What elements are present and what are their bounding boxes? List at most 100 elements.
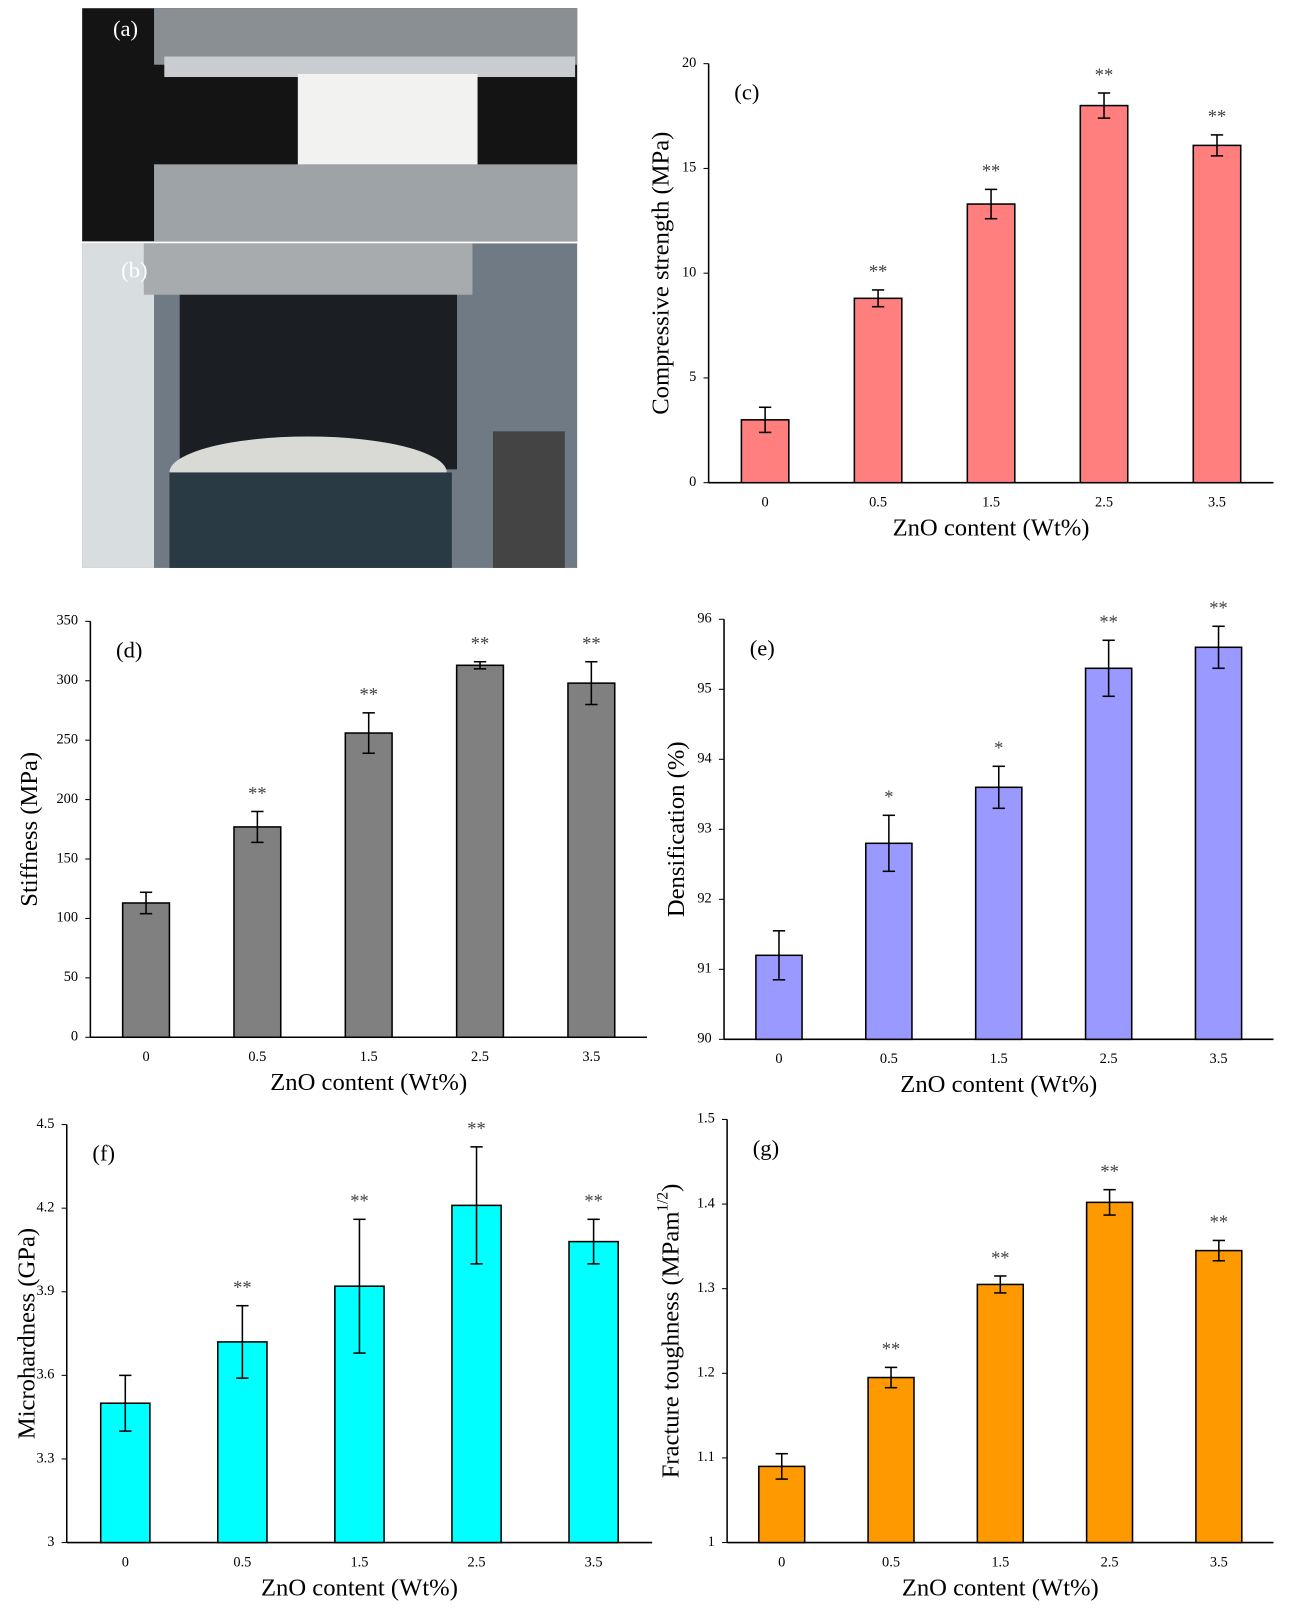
x-tick-label: 0.5 (248, 1049, 266, 1065)
bar (866, 843, 912, 1039)
y-axis-label-text: Microhardness (GPa) (13, 1228, 40, 1439)
figure: (a) (b) 0510152000.5**1.5**2.5**3.5**ZnO… (0, 0, 1294, 1610)
bar (1080, 106, 1127, 483)
y-axis-label-superscript: 1/2 (654, 1192, 671, 1212)
x-tick-label: 1.5 (990, 1051, 1008, 1067)
y-axis-label: Compressive strength (MPa) (647, 132, 674, 415)
panel-label: (g) (753, 1135, 779, 1160)
significance-label: * (994, 738, 1003, 758)
y-tick-label: 50 (64, 969, 78, 985)
y-tick-label: 1.4 (697, 1195, 715, 1211)
photo-label: (b) (121, 257, 147, 282)
x-tick-label: 2.5 (1095, 495, 1113, 511)
x-tick-label: 0.5 (880, 1051, 898, 1067)
y-tick-label: 1.3 (697, 1280, 715, 1296)
y-tick-label: 0 (71, 1029, 78, 1045)
x-axis-label: ZnO content (Wt%) (893, 515, 1090, 542)
x-tick-label: 1.5 (991, 1554, 1009, 1570)
y-tick-label: 350 (57, 613, 79, 629)
bar (1193, 145, 1240, 482)
bar (234, 827, 281, 1037)
significance-label: ** (471, 634, 489, 654)
y-tick-label: 95 (697, 681, 711, 697)
bar (568, 683, 615, 1037)
y-axis-label: Densification (%) (662, 741, 689, 917)
x-tick-label: 0 (778, 1554, 785, 1570)
x-tick-label: 1.5 (360, 1049, 378, 1065)
y-tick-label: 5 (689, 369, 696, 385)
y-tick-label: 96 (697, 611, 711, 627)
panel-label: (e) (750, 635, 775, 660)
x-tick-label: 1.5 (350, 1554, 368, 1570)
x-tick-label: 3.5 (582, 1049, 600, 1065)
y-tick-label: 92 (697, 891, 711, 907)
x-tick-label: 0 (142, 1049, 149, 1065)
x-tick-label: 1.5 (982, 495, 1000, 511)
y-tick-label: 1.2 (697, 1365, 715, 1381)
y-axis-label-text: Densification (%) (662, 741, 689, 917)
panel-label: (d) (116, 637, 142, 662)
x-axis-label: ZnO content (Wt%) (261, 1574, 458, 1601)
bar (123, 903, 170, 1037)
significance-label: ** (1208, 107, 1226, 127)
y-axis-label: Microhardness (GPa) (13, 1228, 40, 1439)
x-tick-label: 3.5 (585, 1554, 603, 1570)
x-tick-label: 3.5 (1210, 1051, 1228, 1067)
x-tick-label: 2.5 (1101, 1554, 1119, 1570)
significance-label: ** (248, 783, 266, 803)
significance-label: ** (991, 1248, 1009, 1268)
bar (854, 298, 901, 482)
significance-label: ** (584, 1191, 602, 1211)
y-tick-label: 1.1 (697, 1449, 715, 1465)
bar (569, 1242, 618, 1543)
significance-label: ** (233, 1277, 251, 1297)
x-axis-label: ZnO content (Wt%) (902, 1574, 1099, 1601)
significance-label: ** (359, 685, 377, 705)
significance-label: ** (1095, 65, 1113, 85)
x-axis-label: ZnO content (Wt%) (900, 1071, 1097, 1098)
x-tick-label: 2.5 (468, 1554, 486, 1570)
x-axis-label: ZnO content (Wt%) (270, 1069, 467, 1096)
significance-label: ** (869, 262, 887, 282)
photo-a: (a) (82, 8, 577, 241)
y-axis-label-text: Compressive strength (MPa) (647, 132, 674, 415)
significance-label: ** (1100, 1161, 1118, 1181)
y-tick-label: 93 (697, 821, 711, 837)
x-tick-label: 0.5 (233, 1554, 251, 1570)
x-tick-label: 0.5 (882, 1554, 900, 1570)
y-axis-label-text: Stiffness (MPa) (15, 752, 42, 907)
y-tick-label: 0 (689, 474, 696, 490)
y-tick-label: 100 (57, 910, 79, 926)
bar (1087, 1202, 1133, 1542)
y-tick-label: 90 (697, 1031, 711, 1047)
significance-label: ** (982, 161, 1000, 181)
bar (976, 787, 1022, 1039)
y-tick-label: 250 (57, 731, 79, 747)
significance-label: ** (1210, 1212, 1228, 1232)
y-tick-label: 3.3 (36, 1450, 54, 1466)
significance-label: ** (882, 1339, 900, 1359)
y-tick-label: 200 (57, 791, 79, 807)
y-tick-label: 300 (57, 672, 79, 688)
x-tick-label: 0 (775, 1051, 782, 1067)
y-axis-label-end: ) (657, 1184, 684, 1192)
bar (868, 1378, 914, 1543)
panel-label: (f) (92, 1141, 115, 1166)
bar (345, 733, 392, 1037)
x-tick-label: 0.5 (869, 495, 887, 511)
significance-label: ** (1099, 612, 1117, 632)
y-axis-label: Fracture toughness (MPam1/2) (654, 1184, 684, 1479)
significance-label: ** (467, 1119, 485, 1139)
significance-label: ** (1209, 598, 1227, 618)
y-tick-label: 10 (682, 264, 696, 280)
bar (1196, 1251, 1242, 1543)
significance-label: ** (350, 1191, 368, 1211)
bar (967, 204, 1014, 483)
x-tick-label: 0 (762, 495, 769, 511)
x-tick-label: 2.5 (471, 1049, 489, 1065)
y-axis-label: Stiffness (MPa) (15, 752, 42, 907)
y-tick-label: 4.5 (36, 1116, 54, 1132)
y-axis-label-text: Fracture toughness (MPam (657, 1212, 684, 1479)
